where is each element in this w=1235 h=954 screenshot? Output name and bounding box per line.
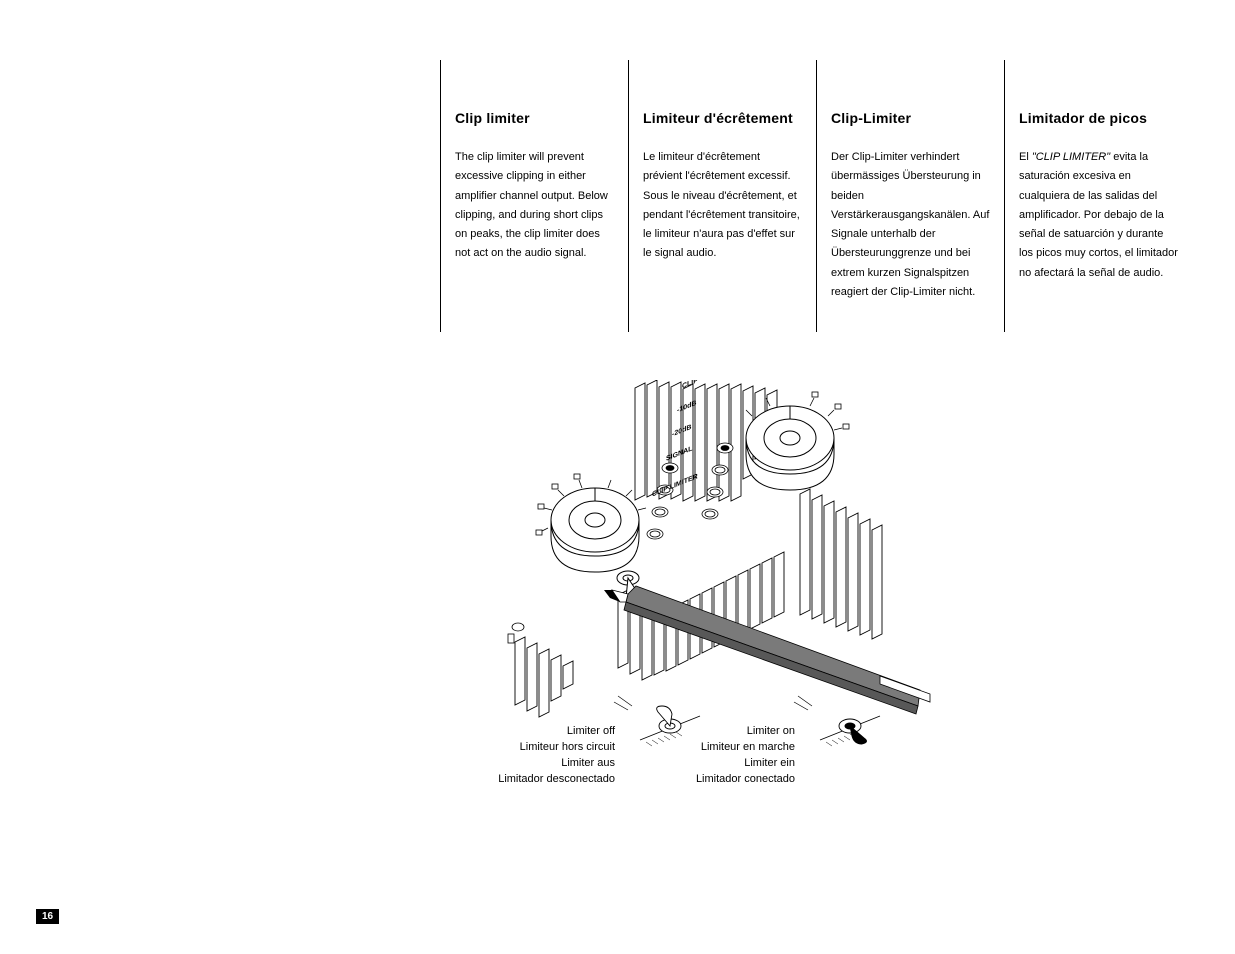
body-es: El "CLIP LIMITER" evita la saturación ex… [1019, 148, 1178, 283]
caption-on-de: Limiter ein [650, 756, 795, 772]
body-de: Der Clip-Limiter verhindert übermässiges… [831, 148, 990, 302]
column-es: Limitador de picos El "CLIP LIMITER" evi… [1004, 60, 1192, 332]
caption-on-es: Limitador conectado [650, 772, 795, 788]
knob-right [746, 406, 834, 490]
caption-on-en: Limiter on [650, 724, 795, 740]
column-de: Clip-Limiter Der Clip-Limiter verhindert… [816, 60, 1004, 332]
page-number: 16 [36, 909, 59, 924]
body-fr: Le limiteur d'écrêtement prévient l'écrê… [643, 148, 802, 264]
heading-fr: Limiteur d'écrêtement [643, 110, 802, 126]
caption-off-en: Limiter off [445, 724, 615, 740]
column-en: Clip limiter The clip limiter will preve… [440, 60, 628, 332]
caption-off-de: Limiter aus [445, 756, 615, 772]
caption-on: Limiter on Limiteur en marche Limiter ei… [650, 724, 795, 788]
grille-right [800, 489, 882, 639]
column-fr: Limiteur d'écrêtement Le limiteur d'écrê… [628, 60, 816, 332]
heading-de: Clip-Limiter [831, 110, 990, 126]
body-en: The clip limiter will prevent excessive … [455, 148, 614, 264]
knob-left [551, 488, 639, 572]
amplifier-diagram: 1 · CHANNEL · 2 CLIP -10dB -20dB SIGNAL … [500, 380, 980, 820]
caption-off-es: Limitador desconectado [445, 772, 615, 788]
heading-es: Limitador de picos [1019, 110, 1178, 126]
caption-on-fr: Limiteur en marche [650, 740, 795, 756]
caption-off-fr: Limiteur hors circuit [445, 740, 615, 756]
heading-en: Clip limiter [455, 110, 614, 126]
grille-lower-left [515, 637, 573, 717]
caption-off: Limiter off Limiteur hors circuit Limite… [445, 724, 615, 788]
text-columns: Clip limiter The clip limiter will preve… [440, 60, 1192, 332]
switch-on-detail [794, 696, 880, 746]
